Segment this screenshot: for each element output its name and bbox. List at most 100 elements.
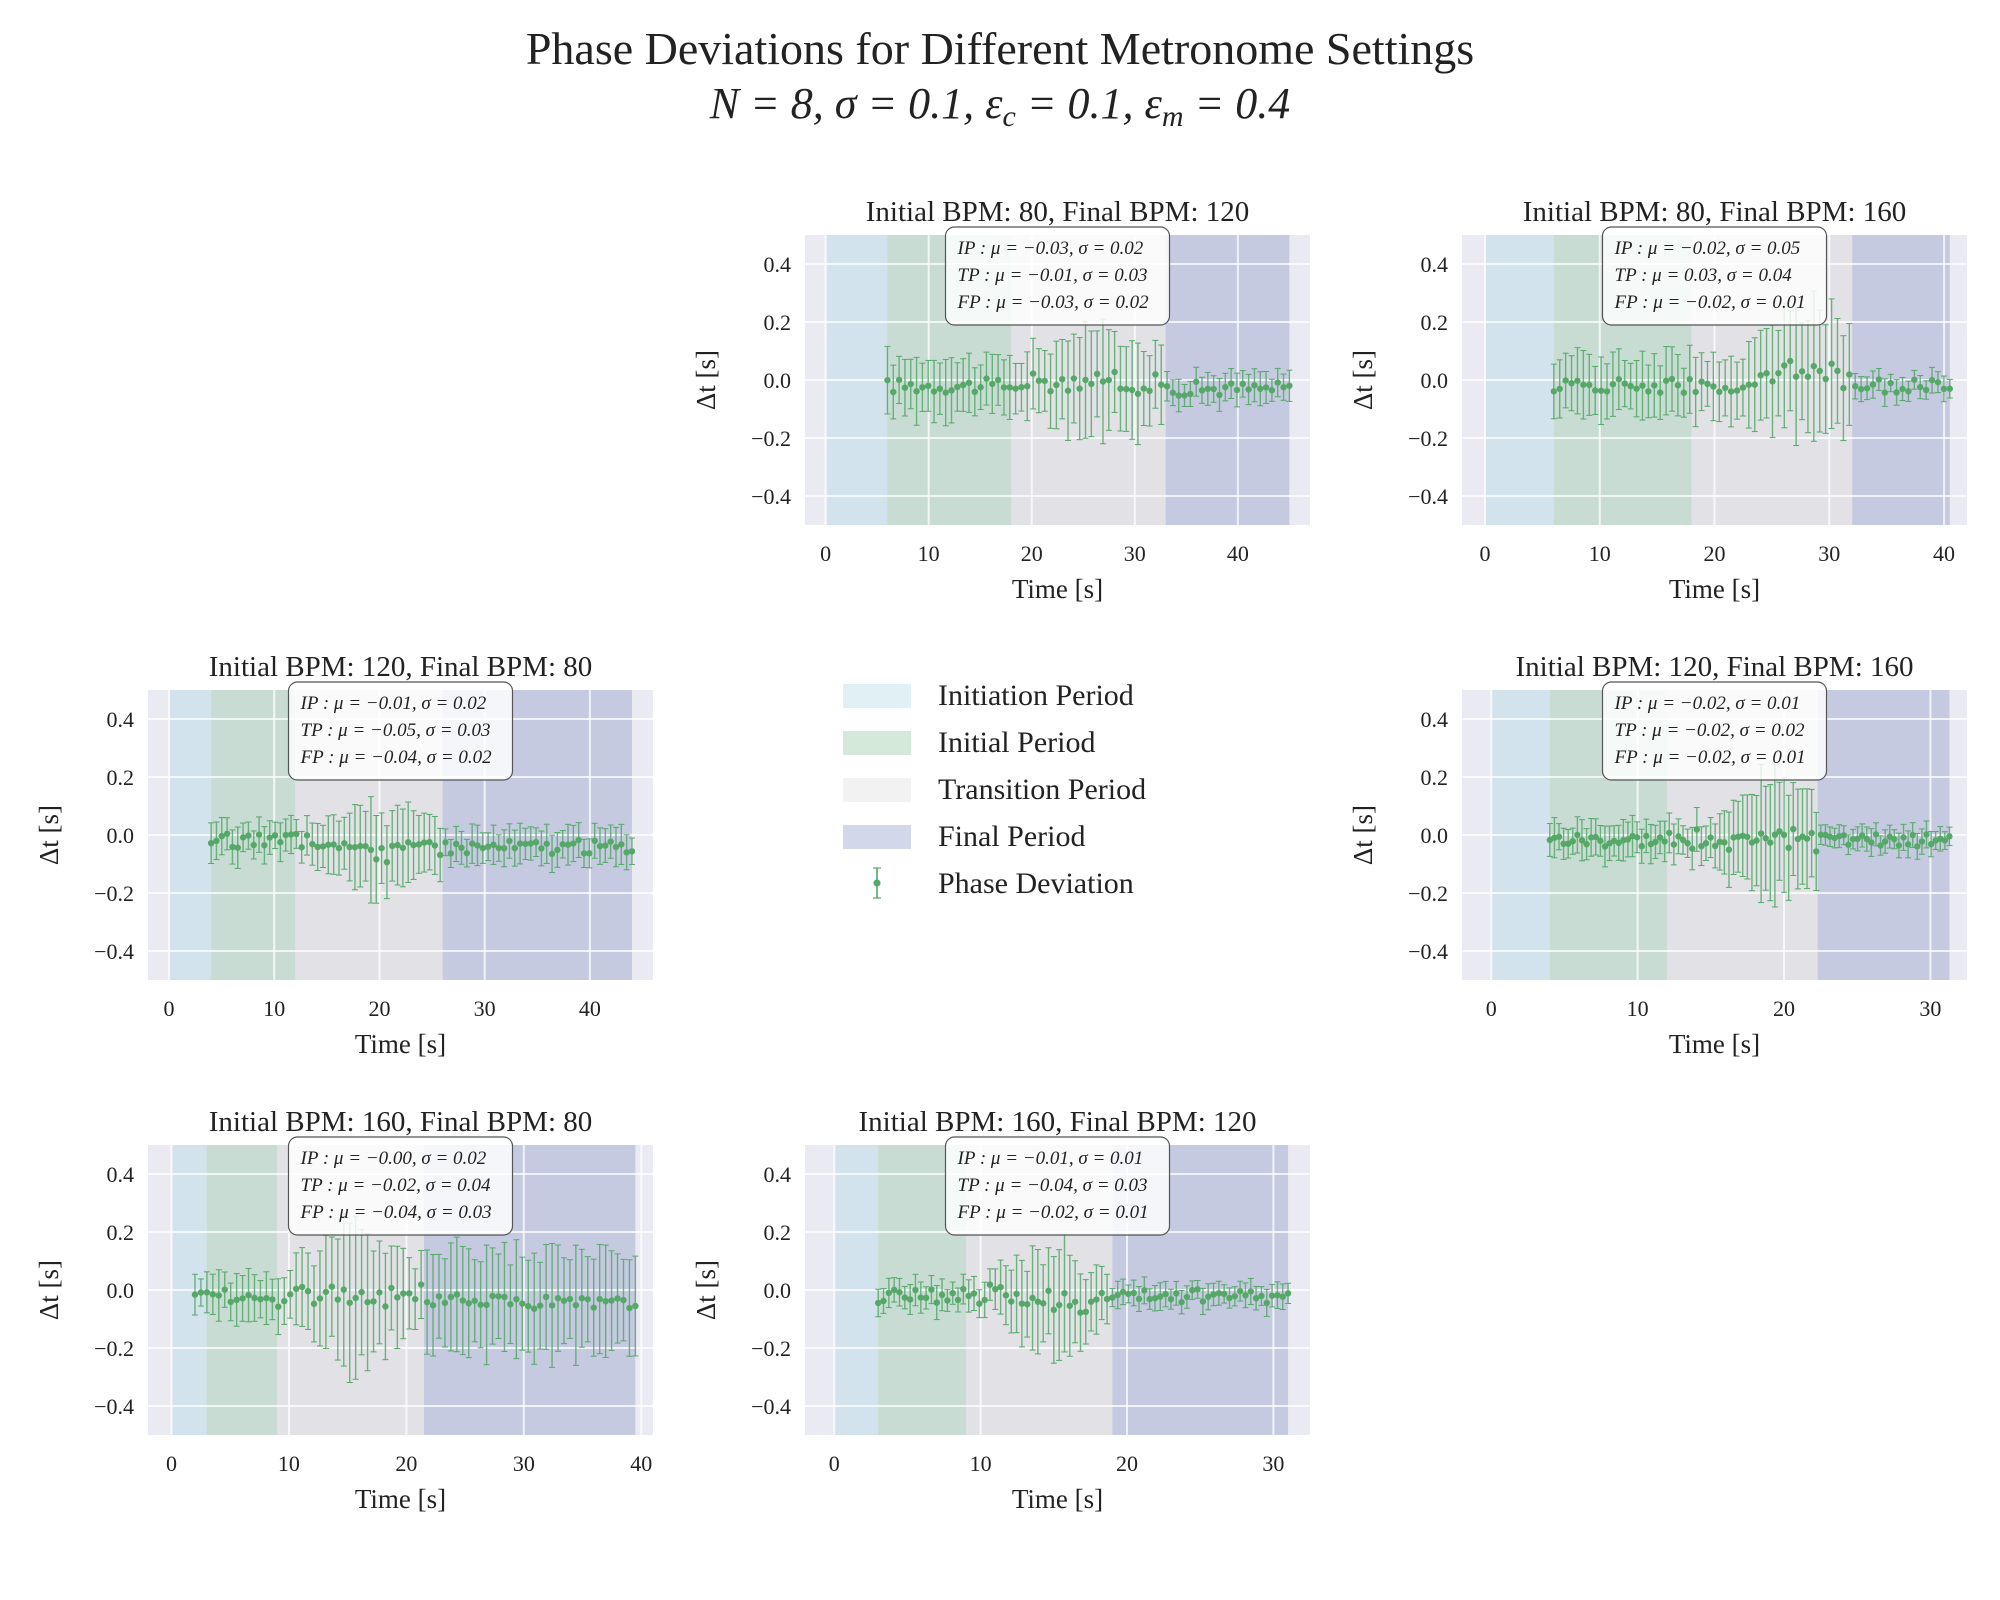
phase-deviation-point <box>1633 359 1640 418</box>
phase-deviation-point <box>261 826 268 865</box>
stats-box: IP : μ = −0.02, σ = 0.05 TP : μ = 0.03, σ… <box>1601 226 1828 326</box>
stats-box: IP : μ = −0.01, σ = 0.02 TP : μ = −0.05, … <box>287 681 514 781</box>
y-tick-label: −0.4 <box>751 1394 791 1419</box>
phase-deviation-point <box>901 1285 909 1310</box>
phase-deviation-point <box>1087 1272 1095 1332</box>
phase-deviation-point <box>1668 346 1676 412</box>
phase-deviation-point <box>1135 1286 1143 1312</box>
phase-deviation-point <box>203 1271 211 1314</box>
x-tick-label: 40 <box>1227 541 1249 566</box>
phase-deviation-point <box>591 822 598 859</box>
phase-deviation-point <box>1627 362 1634 410</box>
phase-deviation-point <box>930 359 938 424</box>
phase-deviation-point <box>500 829 508 868</box>
phase-deviation-point <box>1245 373 1252 406</box>
phase-deviation-point <box>885 1277 893 1309</box>
y-tick-label: 0.0 <box>107 823 135 848</box>
subtitle-n: N = 8, <box>709 79 835 128</box>
phase-deviation-point <box>1555 823 1563 851</box>
phase-deviation-point <box>1286 369 1293 402</box>
phase-deviation-point <box>399 808 407 888</box>
phase-deviation-point <box>357 804 364 888</box>
phase-deviation-point <box>1785 794 1792 901</box>
phase-deviation-point <box>977 364 984 411</box>
phase-deviation-point <box>1808 788 1815 878</box>
phase-deviation-point <box>1822 324 1829 434</box>
y-tick-label: 0.2 <box>764 1220 792 1245</box>
phase-deviation-point <box>1670 823 1678 866</box>
legend-swatch <box>843 778 911 802</box>
phase-deviation-point <box>468 823 476 864</box>
phase-deviation-point <box>1707 817 1714 859</box>
phase-deviation-point <box>447 1242 455 1352</box>
phase-deviation-point <box>1556 359 1563 419</box>
phase-deviation-point <box>1574 816 1581 854</box>
x-tick-label: 10 <box>1627 996 1649 1021</box>
phase-deviation-point <box>314 822 321 872</box>
phase-deviation-point <box>570 824 577 863</box>
phase-deviation-point <box>1661 820 1668 863</box>
phase-deviation-point <box>209 1273 217 1315</box>
stats-box: IP : μ = −0.02, σ = 0.01 TP : μ = −0.02, … <box>1601 681 1828 781</box>
subtitle-eps-m-sub: m <box>1162 100 1184 133</box>
phase-deviation-point <box>1745 341 1753 429</box>
legend-item: Initiation Period <box>843 679 1134 712</box>
phase-deviation-point <box>1757 329 1764 421</box>
phase-deviation-point <box>1597 824 1604 857</box>
phase-deviation-point <box>1940 375 1948 403</box>
y-tick-label: 0.2 <box>1421 310 1449 335</box>
phase-deviation-point <box>207 822 215 865</box>
phase-deviation-point <box>239 822 247 853</box>
phase-deviation-point <box>394 804 401 886</box>
phase-deviation-point <box>1893 379 1900 406</box>
phase-deviation-point <box>1189 1280 1196 1300</box>
phase-deviation-point <box>1220 1284 1228 1304</box>
phase-deviation-point <box>335 820 343 876</box>
phase-deviation-point <box>251 1274 258 1322</box>
phase-deviation-point <box>1061 1233 1068 1353</box>
phase-deviation-point <box>1854 826 1861 852</box>
phase-deviation-point <box>1024 1270 1031 1338</box>
phase-deviation-point <box>618 823 625 865</box>
phase-deviation-point <box>626 1259 633 1357</box>
phase-deviation-point <box>548 834 556 874</box>
phase-deviation-point <box>489 1247 496 1345</box>
y-tick-label: 0.2 <box>107 1220 135 1245</box>
phase-deviation-point <box>490 824 497 865</box>
phase-deviation-point <box>1050 1256 1058 1364</box>
subplot-title: Initial BPM: 80, Final BPM: 120 <box>866 196 1250 228</box>
phase-deviation-point <box>293 819 300 849</box>
phase-deviation-point <box>948 357 955 424</box>
phase-deviation-point <box>1674 354 1682 417</box>
y-axis-label: Δt [s] <box>1348 805 1378 865</box>
x-tick-label: 40 <box>1933 541 1955 566</box>
phase-deviation-point <box>1194 1279 1201 1299</box>
phase-deviation-point <box>415 814 423 874</box>
phase-deviation-point <box>233 1273 240 1327</box>
phase-deviation-point <box>532 827 540 858</box>
phase-deviation-point <box>1183 1285 1191 1309</box>
phase-deviation-point <box>548 1242 556 1368</box>
phase-deviation-point <box>255 816 263 853</box>
phase-deviation-point <box>1053 340 1060 430</box>
phase-deviation-point <box>411 1268 419 1331</box>
subplot-title: Initial BPM: 80, Final BPM: 160 <box>1523 196 1907 228</box>
phase-deviation-point <box>1928 366 1936 394</box>
phase-deviation-point <box>884 345 891 415</box>
phase-deviation-point <box>907 358 914 410</box>
subplot-title: Initial BPM: 160, Final BPM: 120 <box>859 1106 1257 1138</box>
stats-box: IP : μ = −0.03, σ = 0.02 TP : μ = −0.01, … <box>944 226 1171 326</box>
phase-deviation-point <box>234 826 241 869</box>
phase-deviation-point <box>1574 347 1581 415</box>
phase-deviation-point <box>1568 355 1575 412</box>
phase-deviation-point <box>376 1240 383 1345</box>
stats-box: IP : μ = −0.00, σ = 0.02 TP : μ = −0.02, … <box>287 1136 514 1236</box>
phase-deviation-point <box>912 1273 919 1307</box>
phase-deviation-point <box>1158 344 1165 425</box>
phase-deviation-point <box>1066 1254 1074 1357</box>
phase-deviation-point <box>465 1248 472 1359</box>
phase-deviation-point <box>628 837 636 866</box>
phase-deviation-point <box>954 1287 962 1313</box>
phase-deviation-point <box>309 822 316 866</box>
x-tick-label: 20 <box>1773 996 1795 1021</box>
